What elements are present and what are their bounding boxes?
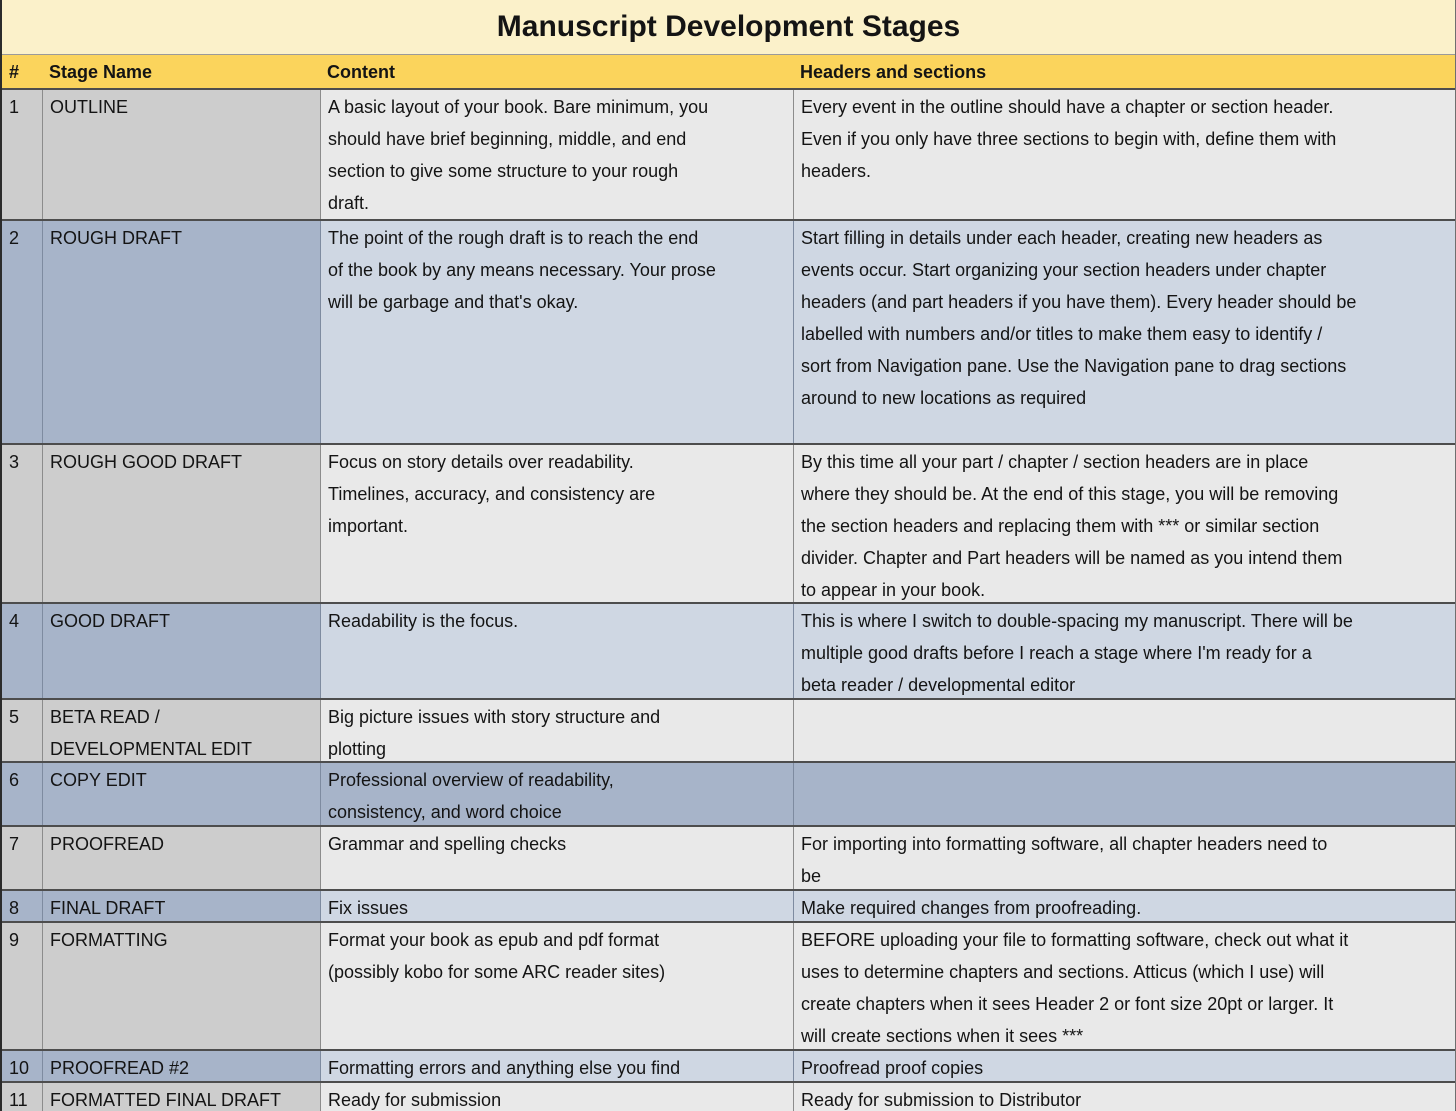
column-header-number: # xyxy=(9,62,20,82)
cell-stage-number: 8 xyxy=(2,891,42,921)
cell-stage-name: OUTLINE xyxy=(42,90,320,219)
cell-headers-sections: Every event in the outline should have a… xyxy=(793,90,1455,219)
table-header-row: # Stage Name Content Headers and section… xyxy=(2,55,1455,90)
cell-content: The point of the rough draft is to reach… xyxy=(320,221,793,443)
table-row: 7 PROOFREAD Grammar and spelling checks … xyxy=(2,825,1455,889)
cell-stage-name: ROUGH DRAFT xyxy=(42,221,320,443)
cell-stage-number: 2 xyxy=(2,221,42,443)
table-row: 3 ROUGH GOOD DRAFT Focus on story detail… xyxy=(2,443,1455,602)
table-row: 4 GOOD DRAFT Readability is the focus. T… xyxy=(2,602,1455,698)
cell-headers-sections: BEFORE uploading your file to formatting… xyxy=(793,923,1455,1049)
cell-stage-number: 3 xyxy=(2,445,42,602)
cell-stage-number: 9 xyxy=(2,923,42,1049)
cell-stage-name: FORMATTING xyxy=(42,923,320,1049)
page-title: Manuscript Development Stages xyxy=(2,0,1455,55)
cell-stage-number: 5 xyxy=(2,700,42,761)
cell-headers-sections: Ready for submission to Distributor xyxy=(793,1083,1455,1111)
table-row: 6 COPY EDIT Professional overview of rea… xyxy=(2,761,1455,825)
cell-headers-sections: This is where I switch to double-spacing… xyxy=(793,604,1455,698)
table-row: 5 BETA READ / DEVELOPMENTAL EDIT Big pic… xyxy=(2,698,1455,761)
cell-stage-name: ROUGH GOOD DRAFT xyxy=(42,445,320,602)
table-row: 2 ROUGH DRAFT The point of the rough dra… xyxy=(2,219,1455,443)
cell-content: Format your book as epub and pdf format … xyxy=(320,923,793,1049)
cell-headers-sections xyxy=(793,700,1455,761)
cell-stage-name: FINAL DRAFT xyxy=(42,891,320,921)
cell-stage-number: 7 xyxy=(2,827,42,889)
cell-stage-number: 1 xyxy=(2,90,42,219)
cell-content: Big picture issues with story structure … xyxy=(320,700,793,761)
cell-headers-sections: Make required changes from proofreading. xyxy=(793,891,1455,921)
cell-content: Focus on story details over readability.… xyxy=(320,445,793,602)
cell-content: Professional overview of readability, co… xyxy=(320,763,793,825)
cell-headers-sections: Proofread proof copies xyxy=(793,1051,1455,1081)
table-row: 1 OUTLINE A basic layout of your book. B… xyxy=(2,90,1455,219)
cell-content: Readability is the focus. xyxy=(320,604,793,698)
cell-stage-name: GOOD DRAFT xyxy=(42,604,320,698)
table-row: 9 FORMATTING Format your book as epub an… xyxy=(2,921,1455,1049)
cell-stage-name: FORMATTED FINAL DRAFT xyxy=(42,1083,320,1111)
cell-headers-sections: Start filling in details under each head… xyxy=(793,221,1455,443)
cell-stage-name: COPY EDIT xyxy=(42,763,320,825)
cell-content: Grammar and spelling checks xyxy=(320,827,793,889)
cell-stage-number: 11 xyxy=(2,1083,42,1111)
column-header-headers-and-sections: Headers and sections xyxy=(800,62,987,82)
column-header-stage-name: Stage Name xyxy=(49,62,153,82)
cell-stage-name: BETA READ / DEVELOPMENTAL EDIT xyxy=(42,700,320,761)
column-header-content: Content xyxy=(327,62,395,82)
cell-headers-sections: For importing into formatting software, … xyxy=(793,827,1455,889)
cell-stage-number: 6 xyxy=(2,763,42,825)
cell-headers-sections xyxy=(793,763,1455,825)
table-body: 1 OUTLINE A basic layout of your book. B… xyxy=(2,90,1455,1111)
cell-content: Fix issues xyxy=(320,891,793,921)
table-row: 11 FORMATTED FINAL DRAFT Ready for submi… xyxy=(2,1081,1455,1111)
cell-stage-number: 4 xyxy=(2,604,42,698)
cell-stage-name: PROOFREAD #2 xyxy=(42,1051,320,1081)
table-row: 10 PROOFREAD #2 Formatting errors and an… xyxy=(2,1049,1455,1081)
cell-stage-number: 10 xyxy=(2,1051,42,1081)
cell-content: A basic layout of your book. Bare minimu… xyxy=(320,90,793,219)
table-row: 8 FINAL DRAFT Fix issues Make required c… xyxy=(2,889,1455,921)
cell-stage-name: PROOFREAD xyxy=(42,827,320,889)
cell-content: Ready for submission xyxy=(320,1083,793,1111)
cell-content: Formatting errors and anything else you … xyxy=(320,1051,793,1081)
cell-headers-sections: By this time all your part / chapter / s… xyxy=(793,445,1455,602)
